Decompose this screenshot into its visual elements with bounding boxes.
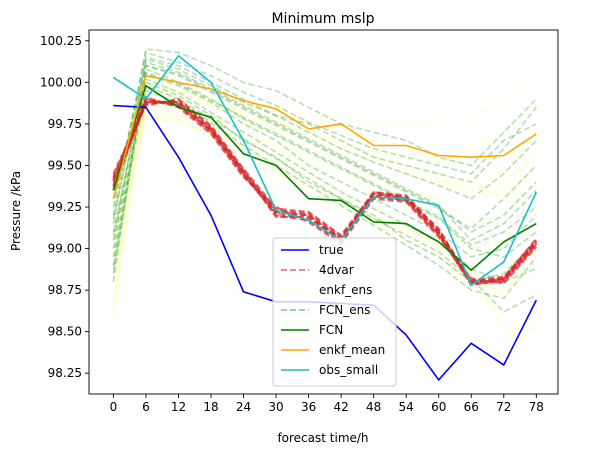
series-fcn-ens-member-6 bbox=[112, 67, 537, 274]
legend-label-fcn-ens: FCN_ens bbox=[319, 303, 371, 317]
axes-frame bbox=[88, 29, 559, 395]
x-tick-label: 60 bbox=[431, 400, 446, 414]
series-4dvar-member-4 bbox=[112, 99, 538, 283]
series-enkf-ens-member-11 bbox=[112, 111, 537, 341]
chart-title: Minimum mslp bbox=[271, 11, 374, 27]
legend-label-obs-small: obs_small bbox=[319, 363, 378, 377]
x-tick-label: 12 bbox=[171, 400, 186, 414]
x-tick-label: 0 bbox=[110, 400, 118, 414]
plot-area bbox=[112, 48, 538, 382]
series-enkf-ens-member-0 bbox=[112, 68, 537, 299]
series-4dvar-member-7 bbox=[112, 99, 538, 283]
y-tick-label: 99.00 bbox=[48, 242, 82, 256]
series-enkf-mean-line bbox=[112, 74, 537, 199]
series-fcn-ens-member-11 bbox=[112, 71, 537, 247]
series-enkf-ens-member-2 bbox=[112, 81, 537, 249]
y-tick-label: 98.75 bbox=[48, 283, 82, 297]
y-tick-label: 99.75 bbox=[48, 117, 82, 131]
legend-label-4dvar: 4dvar bbox=[319, 263, 354, 277]
series-enkf-ens bbox=[112, 68, 537, 341]
series-fcn-ens-member-9 bbox=[112, 77, 537, 283]
series-fcn-ens-member-2 bbox=[112, 48, 537, 216]
x-tick-label: 48 bbox=[366, 400, 381, 414]
y-axis-label: Pressure /kPa bbox=[9, 171, 23, 251]
series-enkf-ens-member-5 bbox=[112, 78, 537, 199]
x-tick-label: 6 bbox=[142, 400, 150, 414]
series-fcn-line bbox=[112, 84, 537, 272]
x-tick-label: 18 bbox=[203, 400, 218, 414]
x-tick-label: 78 bbox=[529, 400, 544, 414]
series-obs-small-line bbox=[112, 54, 538, 287]
series-fcn-ens-member-4 bbox=[112, 81, 537, 283]
x-axis-label: forecast time/h bbox=[277, 431, 368, 445]
y-tick-label: 100.00 bbox=[40, 75, 82, 89]
y-tick-label: 99.50 bbox=[48, 158, 82, 172]
legend-box bbox=[272, 237, 397, 387]
series-fcn-ens-member-0 bbox=[112, 64, 537, 282]
y-tick-label: 98.25 bbox=[48, 366, 82, 380]
series-enkf-ens-member-7 bbox=[112, 101, 537, 333]
x-tick-label: 42 bbox=[333, 400, 348, 414]
series-enkf-ens-member-10 bbox=[112, 84, 537, 258]
legend-label-true: true bbox=[319, 243, 344, 257]
series-fcn-ens-member-1 bbox=[112, 56, 537, 249]
series-fcn-ens-member-8 bbox=[112, 58, 537, 224]
legend: true 4dvar enkf_ens FCN_ens FCN enkf_mean obs_… bbox=[272, 237, 397, 387]
series-fcn-ens-member-13 bbox=[112, 64, 537, 230]
axes: 0 6 12 18 24 30 36 42 48 54 60 66 72 78 98.25 98.50 98.7… bbox=[40, 29, 559, 414]
series-fcn-ens-member-3 bbox=[112, 72, 537, 266]
legend-label-enkf-ens: enkf_ens bbox=[319, 283, 372, 297]
x-tick-label: 54 bbox=[399, 400, 414, 414]
x-tick-label: 72 bbox=[496, 400, 511, 414]
y-tick-label: 100.25 bbox=[40, 34, 82, 48]
series-fcn-ens-member-5 bbox=[112, 61, 537, 242]
legend-label-enkf-mean: enkf_mean bbox=[319, 343, 385, 357]
x-tick-label: 36 bbox=[301, 400, 316, 414]
series-fcn-ens-member-10 bbox=[112, 51, 537, 208]
legend-label-fcn: FCN bbox=[319, 323, 343, 337]
series-fcn-ens-member-12 bbox=[112, 84, 537, 313]
y-tick-label: 98.50 bbox=[48, 325, 82, 339]
x-tick-label: 66 bbox=[464, 400, 479, 414]
series-enkf-ens-member-8 bbox=[112, 88, 537, 307]
y-tick-label: 99.25 bbox=[48, 200, 82, 214]
x-tick-label: 24 bbox=[236, 400, 251, 414]
x-tick-label: 30 bbox=[268, 400, 283, 414]
